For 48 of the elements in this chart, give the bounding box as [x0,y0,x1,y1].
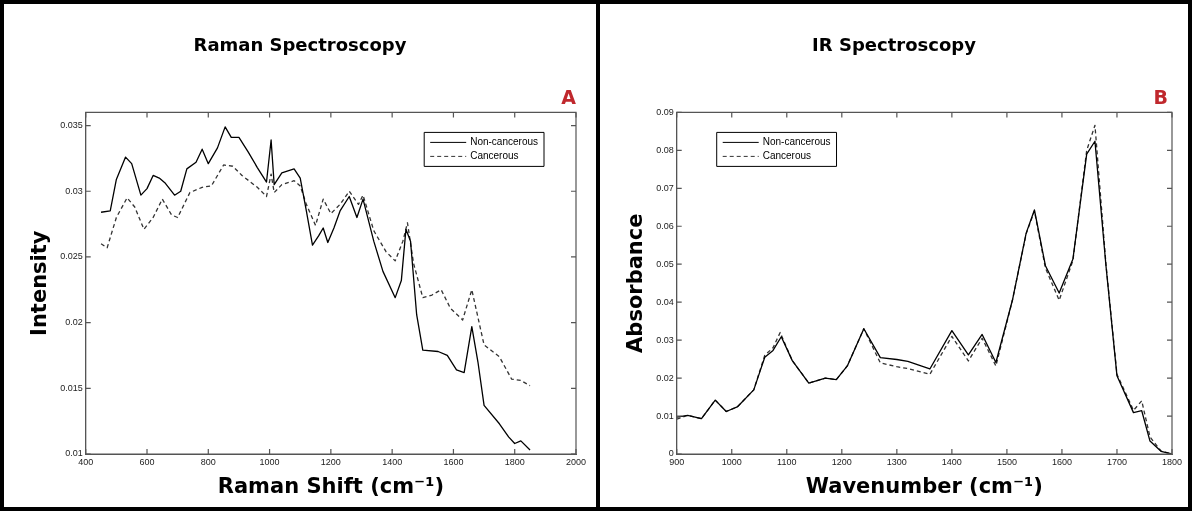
x-tick-label: 1600 [443,456,464,467]
y-axis-title: Intensity [27,230,52,336]
text: A [561,86,576,108]
y-tick-label: 0.035 [60,120,83,131]
x-tick-label: 400 [78,456,94,467]
x-tick-label: 1600 [1051,456,1072,467]
y-tick-label: 0.04 [656,296,674,307]
y-tick-label: 0.03 [656,334,674,345]
y-tick-label: 0.025 [60,251,83,262]
x-tick-label: 1800 [1161,456,1183,467]
x-tick-label: 1200 [320,456,341,467]
x-tick-label: 1400 [382,456,403,467]
y-tick-label: 0.01 [656,410,674,421]
y-tick-label: 0.05 [656,258,674,269]
x-tick-label: 1000 [259,456,280,467]
x-tick-label: 1300 [886,456,907,467]
legend-label: Cancerous [470,150,519,162]
x-tick-label: 900 [669,456,685,467]
x-tick-label: 1500 [996,456,1017,467]
x-tick-label: 1700 [1106,456,1127,467]
x-tick-label: 1400 [941,456,962,467]
x-tick-label: 1000 [721,456,742,467]
chart-title: Raman Spectroscopy [192,34,408,55]
legend-label: Cancerous [762,150,812,162]
x-tick-label: 1100 [777,456,797,467]
y-tick-label: 0 [668,448,674,459]
y-tick-label: 0.02 [65,317,83,328]
y-tick-label: 0.06 [656,220,674,231]
x-tick-label: 1200 [831,456,852,467]
x-tick-label: 2000 [565,456,587,467]
line-series [100,164,531,387]
x-axis-title: Raman Shift (cm⁻¹) [217,473,444,498]
x-axis-title: Wavenumber (cm⁻¹) [805,473,1043,498]
y-tick-label: 0.03 [65,185,83,196]
y-tick-label: 0.07 [656,182,674,193]
y-tick-label: 0.08 [656,144,674,155]
chart-title: IR Spectroscopy [811,34,977,55]
y-tick-label: 0.01 [65,448,83,459]
y-tick-label: 0.09 [656,106,674,117]
y-tick-label: 0.015 [60,382,83,393]
y-tick-label: 0.02 [656,372,674,383]
text: B [1153,86,1168,108]
x-tick-label: 600 [139,456,155,467]
y-axis-title: Absorbance [623,213,648,353]
legend-label: Non-cancerous [762,136,831,148]
x-tick-label: 800 [200,456,216,467]
legend-label: Non-cancerous [470,136,538,148]
x-tick-label: 1800 [504,456,525,467]
